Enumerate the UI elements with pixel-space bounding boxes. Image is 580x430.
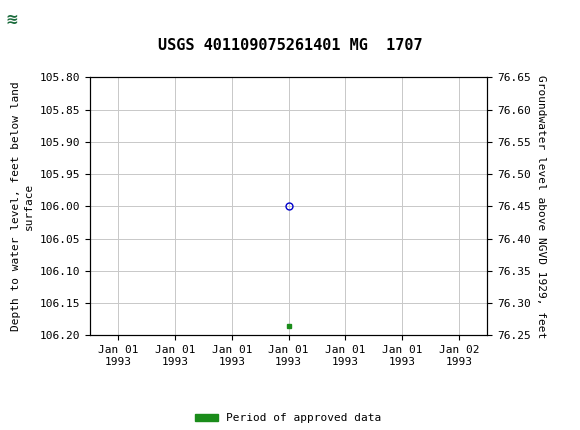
FancyBboxPatch shape xyxy=(3,3,52,35)
Legend: Period of approved data: Period of approved data xyxy=(191,409,386,428)
Text: ≋: ≋ xyxy=(6,12,19,26)
Y-axis label: Depth to water level, feet below land
surface: Depth to water level, feet below land su… xyxy=(11,82,34,331)
Text: USGS: USGS xyxy=(36,12,83,26)
Text: USGS 401109075261401 MG  1707: USGS 401109075261401 MG 1707 xyxy=(158,38,422,52)
Y-axis label: Groundwater level above NGVD 1929, feet: Groundwater level above NGVD 1929, feet xyxy=(536,75,546,338)
